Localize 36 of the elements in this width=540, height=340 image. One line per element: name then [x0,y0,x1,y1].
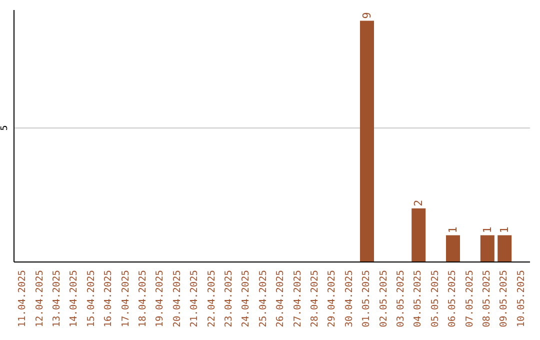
data-label: 1 [446,226,460,234]
x-tick-label: 18.04.2025 [138,270,148,328]
x-tick-label: 27.04.2025 [292,270,304,328]
data-label: 2 [412,200,426,206]
y-tick-label: 5 [0,125,10,131]
x-tick-label: 10.05.2025 [516,270,527,328]
x-tick-label: 13.04.2025 [52,270,62,328]
x-tick-label: 25.04.2025 [258,270,269,328]
x-tick-label: 17.04.2025 [120,270,132,328]
x-tick-label: 19.04.2025 [154,270,166,328]
data-label: 1 [480,226,494,234]
x-tick-label: 07.05.2025 [464,270,476,328]
x-tick-label: 29.04.2025 [326,270,338,328]
x-tick-label: 05.05.2025 [430,270,441,328]
x-tick-label: 14.04.2025 [68,270,80,328]
x-tick-label: 11.04.2025 [17,270,28,328]
x-tick-label: 15.04.2025 [86,270,97,328]
x-tick-label: 08.05.2025 [482,270,492,328]
x-tick-label: 01.05.2025 [361,270,372,328]
x-tick-label: 20.04.2025 [172,270,183,328]
x-tick-label: 30.04.2025 [344,270,355,328]
x-tick-label: 21.04.2025 [189,270,200,328]
x-tick-label: 02.05.2025 [378,270,390,328]
x-tick-label: 23.04.2025 [224,270,234,328]
x-tick-label: 06.05.2025 [447,270,458,328]
x-tick-label: 09.05.2025 [498,270,510,328]
x-tick-label: 03.05.2025 [396,270,406,328]
x-tick-label: 26.04.2025 [275,270,286,328]
x-tick-label: 16.04.2025 [103,270,114,328]
x-tick-label: 24.04.2025 [240,270,252,328]
x-tick-label: 12.04.2025 [34,270,46,328]
data-label: 9 [360,12,374,19]
x-tick-label: 28.04.2025 [310,270,320,328]
data-label: 1 [498,226,512,234]
x-tick-label: 22.04.2025 [206,270,218,328]
x-tick-label: 04.05.2025 [412,270,424,328]
